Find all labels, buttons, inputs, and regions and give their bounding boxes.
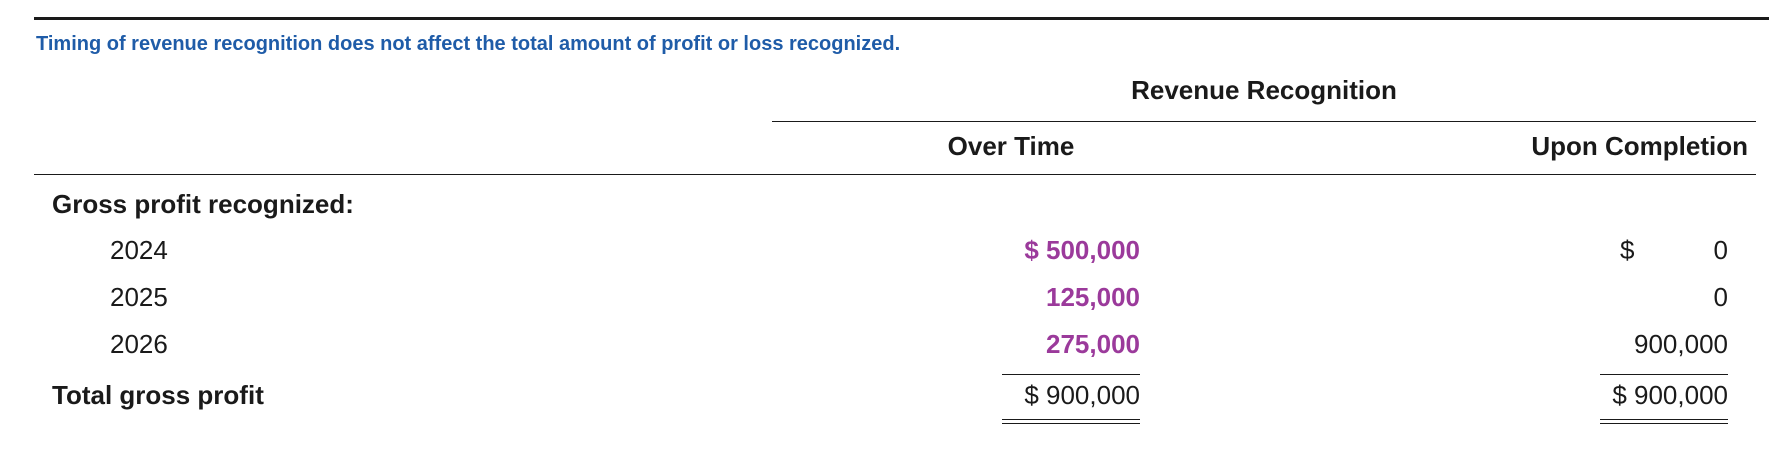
top-rule (34, 17, 1769, 20)
cell-2024-over-time: $ 500,000 (1024, 235, 1140, 265)
cell-2025-upon-completion: 0 (1713, 282, 1728, 312)
total-double-rule-upon-completion (1600, 419, 1728, 424)
cell-2026-over-time: 275,000 (1046, 329, 1140, 359)
group-header-revenue-recognition: Revenue Recognition (1131, 75, 1397, 105)
row-label-2025: 2025 (110, 282, 168, 312)
section-label-gross-profit: Gross profit recognized: (52, 189, 354, 219)
column-header-upon-completion: Upon Completion (1531, 131, 1748, 161)
group-header-rule (772, 121, 1756, 122)
column-header-over-time: Over Time (947, 131, 1075, 161)
cell-2026-upon-completion: 900,000 (1634, 329, 1728, 359)
cell-total-over-time: $ 900,000 (1024, 380, 1140, 410)
row-label-2026: 2026 (110, 329, 168, 359)
subtotal-rule-upon-completion (1600, 374, 1728, 375)
row-label-2024: 2024 (110, 235, 168, 265)
subtotal-rule-over-time (1002, 374, 1140, 375)
cell-2025-over-time: 125,000 (1046, 282, 1140, 312)
cell-total-upon-completion: $ 900,000 (1612, 380, 1728, 410)
cell-2024-upon-currency: $ (1620, 235, 1635, 265)
cell-2024-upon-completion: 0 (1713, 235, 1728, 265)
header-rule (34, 174, 1756, 175)
row-label-total: Total gross profit (52, 380, 264, 410)
caption: Timing of revenue recognition does not a… (36, 33, 901, 55)
total-double-rule-over-time (1002, 419, 1140, 424)
